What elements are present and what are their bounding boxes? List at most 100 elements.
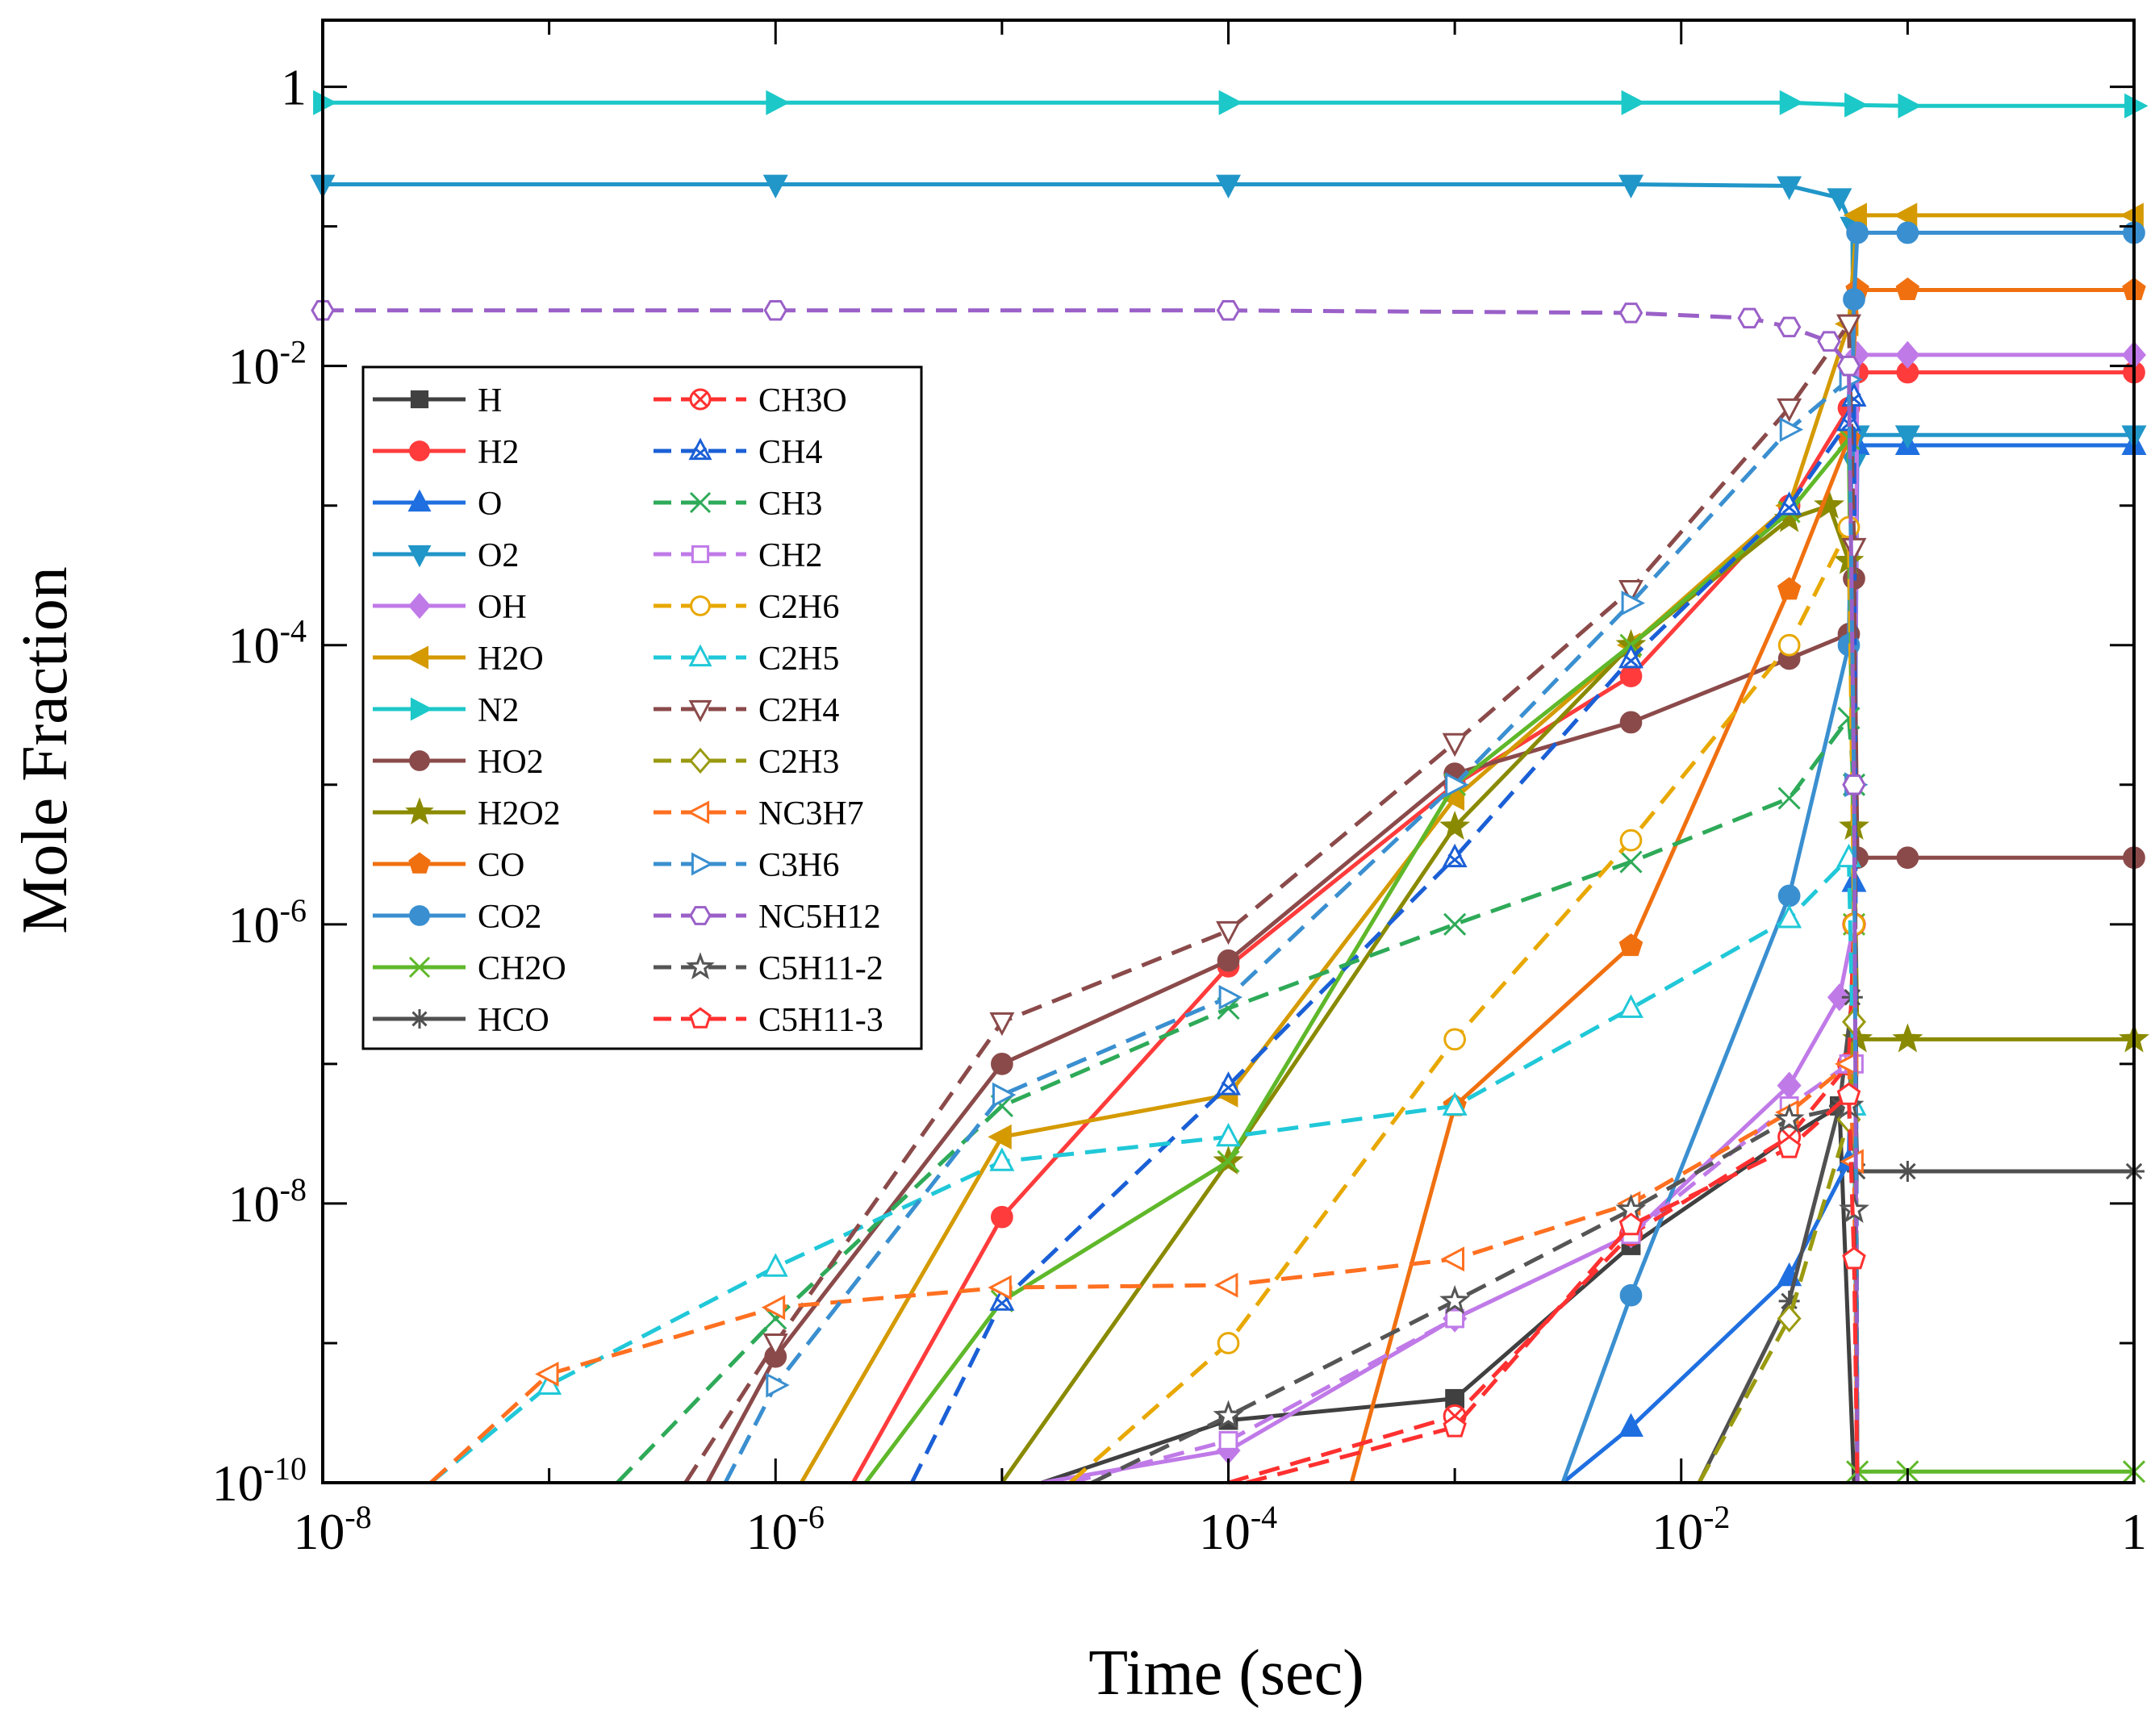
data-point-c2h5 bbox=[1442, 1091, 1468, 1116]
data-point-ch3 bbox=[1777, 787, 1801, 810]
data-point-c5h11-2 bbox=[1439, 1284, 1471, 1314]
data-point-oh bbox=[1895, 340, 1920, 369]
series-line-oh bbox=[1041, 353, 2134, 1485]
legend-item-oh: OH bbox=[373, 589, 527, 626]
legend-label: CO bbox=[478, 847, 524, 884]
x-tick-label: 1 bbox=[2121, 1503, 2147, 1560]
legend-label: H2O bbox=[478, 641, 544, 678]
data-point-nc5h12 bbox=[1737, 307, 1761, 329]
series-c5h11-3 bbox=[1246, 1082, 1866, 1485]
y-tick-label-exponent: -8 bbox=[280, 1171, 307, 1208]
legend-label: NC5H12 bbox=[758, 899, 881, 936]
legend-label: C2H4 bbox=[758, 692, 839, 729]
legend-marker bbox=[410, 1009, 429, 1029]
legend-item-ch2o: CH2O bbox=[373, 950, 566, 987]
legend-marker bbox=[690, 595, 711, 616]
legend-label: CO2 bbox=[478, 899, 541, 936]
data-point-h2o2 bbox=[1892, 1023, 1923, 1053]
legend-item-h: H bbox=[373, 382, 502, 419]
data-point-nc3h7 bbox=[535, 1361, 559, 1387]
data-point-c5h11-3 bbox=[1618, 1212, 1643, 1236]
legend-label: N2 bbox=[478, 692, 519, 729]
data-point-nc5h12 bbox=[1618, 303, 1643, 323]
data-point-c2h4 bbox=[1836, 314, 1861, 339]
data-point-nc5h12 bbox=[763, 300, 787, 321]
legend-marker bbox=[406, 645, 429, 670]
data-point-n2 bbox=[1779, 90, 1804, 115]
legend-marker bbox=[408, 592, 431, 620]
data-point-c2h6 bbox=[1777, 633, 1801, 657]
data-point-c5h11-3 bbox=[1777, 1135, 1802, 1158]
legend-item-o: O bbox=[373, 486, 502, 523]
y-tick-label-base: 10 bbox=[212, 1454, 264, 1512]
data-point-ch3-stroke bbox=[1777, 787, 1801, 810]
data-point-nc5h12 bbox=[1817, 331, 1841, 352]
legend-marker bbox=[409, 440, 430, 461]
legend-item-c2h4: C2H4 bbox=[654, 692, 839, 729]
legend-marker bbox=[409, 750, 430, 771]
data-point-c2h3 bbox=[1777, 1304, 1802, 1333]
data-point-c2h4 bbox=[1216, 920, 1241, 945]
data-point-ch4-stroke bbox=[1781, 501, 1797, 514]
legend-marker bbox=[689, 1007, 712, 1029]
data-point-o2 bbox=[1618, 174, 1643, 199]
legend-label: NC3H7 bbox=[758, 795, 864, 833]
legend: HH2OO2OHH2ON2HO2H2O2COCO2CH2OHCOCH3OCH4C… bbox=[361, 365, 923, 1050]
y-tick-label-exponent: -6 bbox=[280, 892, 307, 929]
legend-marker-stroke bbox=[692, 391, 708, 407]
data-point-ch4 bbox=[1216, 1071, 1241, 1095]
series-line-h2 bbox=[851, 370, 2134, 1484]
legend-marker bbox=[408, 852, 431, 874]
axis-ticks bbox=[321, 20, 2136, 1484]
data-point-c2h5 bbox=[1618, 994, 1643, 1018]
data-point-co2 bbox=[1846, 221, 1869, 244]
series-line-c5h11-2 bbox=[1091, 1104, 1860, 1485]
y-tick-label-base: 10 bbox=[228, 617, 280, 674]
data-point-c2h5 bbox=[989, 1147, 1015, 1171]
data-point-o2 bbox=[1894, 425, 1920, 449]
legend-marker bbox=[691, 852, 714, 876]
legend-marker-stroke bbox=[411, 1011, 428, 1027]
data-point-n2 bbox=[1621, 90, 1646, 115]
legend-label: O2 bbox=[478, 537, 519, 574]
legend-marker bbox=[407, 545, 432, 568]
data-point-c2h4 bbox=[1618, 579, 1643, 604]
legend-marker bbox=[691, 545, 710, 564]
legend-marker bbox=[689, 747, 712, 774]
y-tick-label: 10-8 bbox=[228, 1171, 307, 1233]
data-point-co2 bbox=[1777, 884, 1801, 908]
legend-label: O bbox=[478, 486, 502, 523]
legend-label: H2 bbox=[478, 434, 519, 471]
legend-label: CH2 bbox=[758, 537, 822, 574]
data-point-h2 bbox=[991, 1205, 1013, 1229]
data-point-c5h11-3 bbox=[1842, 1246, 1866, 1270]
legend-marker-stroke bbox=[693, 447, 708, 459]
legend-item-n2: N2 bbox=[373, 692, 519, 729]
data-point-c2h6 bbox=[1217, 1332, 1240, 1354]
data-point-ch4-stroke bbox=[1447, 853, 1462, 866]
y-tick-label-exponent: -2 bbox=[280, 334, 307, 370]
data-point-co bbox=[1777, 577, 1802, 600]
legend-item-ch3o: CH3O bbox=[654, 382, 847, 419]
series-nc5h12 bbox=[311, 300, 1866, 1484]
legend-marker bbox=[686, 952, 715, 980]
x-tick-label-base: 10 bbox=[746, 1503, 798, 1560]
data-point-ch3-stroke bbox=[1443, 912, 1467, 936]
data-point-ch2o bbox=[1217, 1150, 1240, 1173]
data-point-h2o2 bbox=[1439, 810, 1471, 840]
data-point-c5h11-2 bbox=[1213, 1400, 1244, 1429]
legend-label: C2H6 bbox=[758, 589, 839, 626]
data-point-c5h11-3 bbox=[1836, 1082, 1861, 1105]
legend-label: CH4 bbox=[758, 434, 822, 471]
legend-marker-stroke bbox=[689, 491, 712, 514]
data-point-ch3-stroke bbox=[990, 1094, 1013, 1118]
data-point-c3h6 bbox=[1218, 984, 1243, 1010]
legend-item-h2: H2 bbox=[373, 434, 519, 471]
data-point-ho2 bbox=[1619, 711, 1643, 734]
legend-item-nc5h12: NC5H12 bbox=[654, 899, 881, 936]
legend-item-hco: HCO bbox=[373, 1002, 549, 1039]
data-point-ch2 bbox=[1218, 1431, 1238, 1450]
data-point-nc5h12 bbox=[1842, 774, 1866, 795]
data-point-c2h4 bbox=[1442, 732, 1468, 757]
x-axis-title: Time (sec) bbox=[1088, 1638, 1364, 1709]
